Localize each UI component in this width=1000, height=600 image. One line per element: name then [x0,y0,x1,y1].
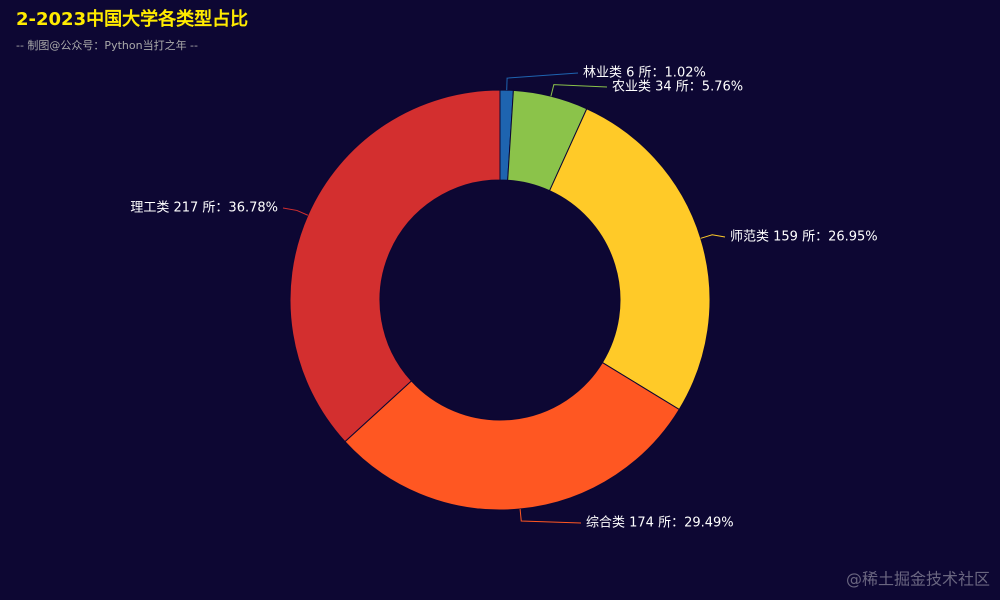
chart-subtitle: -- 制图@公众号：Python当打之年 -- [16,38,198,52]
leader-line [519,508,582,524]
data-label: 综合类 174 所：29.49% [586,516,734,531]
data-label: 理工类 217 所：36.78% [130,201,278,216]
leader-line [506,72,579,91]
watermark: @稀土掘金技术社区 [846,570,990,589]
data-label: 农业类 34 所：5.76% [612,80,743,95]
chart-title: 2-2023中国大学各类型占比 [16,8,248,30]
slice [289,89,501,443]
data-label: 林业类 6 所：1.02% [583,66,706,81]
leader-line [700,234,726,239]
leader-line [550,84,608,97]
leader-line [282,207,309,216]
data-label: 师范类 159 所：26.95% [730,230,878,245]
slice [548,108,711,411]
slice [344,361,680,511]
